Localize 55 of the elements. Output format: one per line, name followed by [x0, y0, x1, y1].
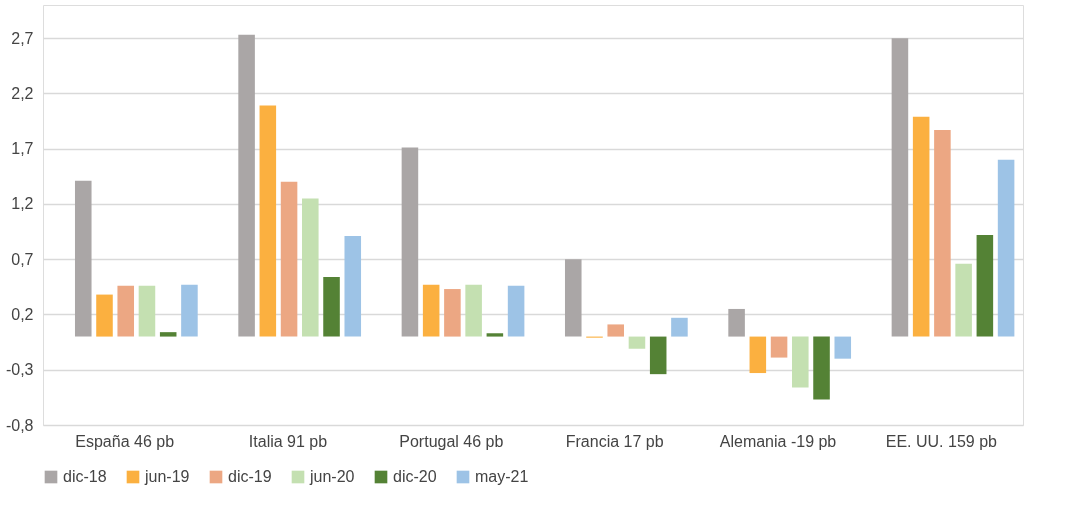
- bar: [507, 285, 525, 337]
- bar: [834, 336, 852, 359]
- y-tick-label: 1,2: [11, 195, 34, 213]
- legend-label: jun-20: [309, 468, 355, 485]
- bar: [259, 105, 277, 337]
- bar: [465, 284, 482, 337]
- legend-label: jun-19: [144, 468, 190, 485]
- y-tick-label: -0,8: [5, 416, 34, 434]
- bar: [159, 332, 177, 337]
- y-tick-label: 2,2: [11, 84, 34, 102]
- bar: [997, 159, 1015, 337]
- bar: [486, 333, 504, 337]
- bar: [912, 116, 930, 337]
- legend-label: dic-18: [63, 468, 107, 485]
- legend-label: dic-20: [393, 468, 437, 485]
- bar: [607, 324, 625, 337]
- bar: [401, 147, 419, 337]
- y-tick-label: 2,7: [11, 29, 34, 47]
- bar: [444, 289, 461, 337]
- bar: [813, 336, 830, 400]
- bar: [934, 129, 951, 337]
- bar: [955, 263, 972, 337]
- legend-label: may-21: [475, 468, 529, 485]
- y-tick-label: 0,2: [11, 305, 34, 323]
- bar: [302, 198, 319, 337]
- bar: [564, 259, 582, 337]
- bar: [280, 181, 298, 337]
- bar: [792, 336, 809, 388]
- bar: [628, 336, 646, 349]
- bar: [117, 285, 135, 337]
- x-tick-label: Alemania -19 pb: [719, 432, 837, 450]
- y-tick-label: -0,3: [5, 361, 34, 379]
- legend-label: dic-19: [228, 468, 272, 485]
- x-tick-label: Francia 17 pb: [565, 432, 664, 450]
- bar: [749, 336, 767, 374]
- bar: [728, 308, 745, 337]
- bar: [96, 294, 113, 337]
- bar: [181, 284, 198, 337]
- x-tick-label: EE. UU. 159 pb: [885, 432, 998, 450]
- y-tick-label: 0,7: [11, 250, 34, 268]
- x-tick-label: Portugal 46 pb: [399, 432, 504, 450]
- bar: [323, 276, 340, 337]
- bar: [671, 317, 688, 337]
- bar: [891, 38, 909, 337]
- bar: [238, 34, 255, 337]
- bar: [770, 336, 788, 358]
- bar: [138, 285, 156, 337]
- bar: [74, 180, 92, 337]
- bar: [649, 336, 667, 375]
- y-tick-label: 1,7: [11, 140, 34, 158]
- x-tick-label: España 46 pb: [75, 432, 175, 450]
- bar: [344, 236, 362, 337]
- x-tick-label: Italia 91 pb: [248, 432, 328, 450]
- bar: [422, 284, 440, 337]
- bar: [976, 234, 994, 337]
